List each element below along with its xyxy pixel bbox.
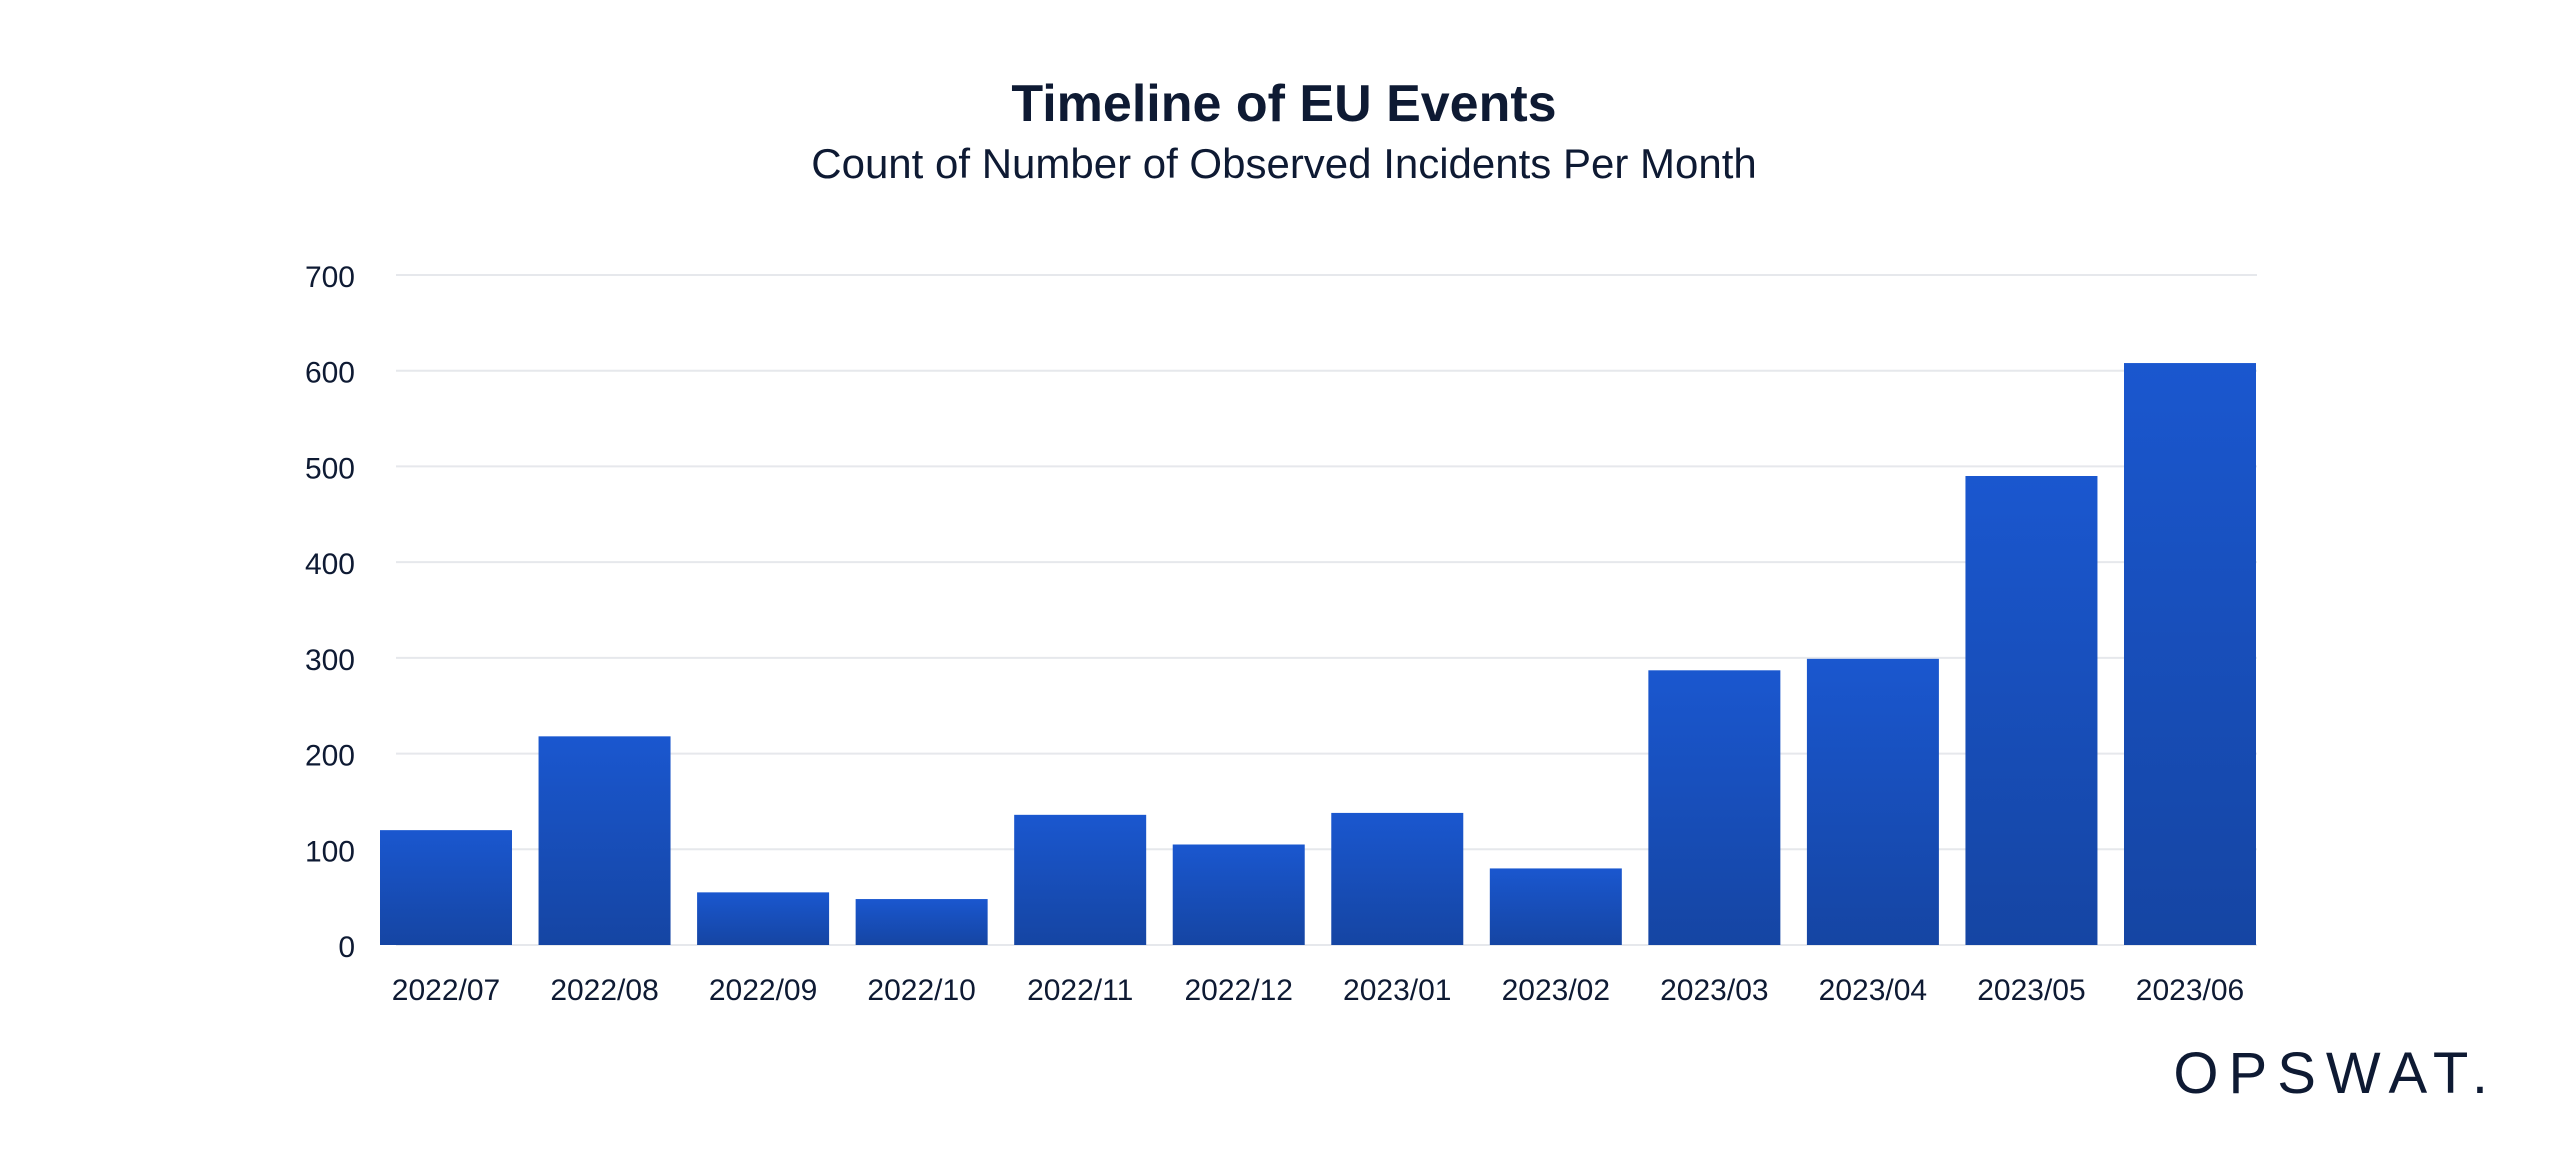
chart-title: Timeline of EU Events xyxy=(1011,75,1557,133)
x-tick-label: 2023/01 xyxy=(1343,974,1451,1007)
x-tick-label: 2022/09 xyxy=(709,974,817,1007)
opswat-logo: OPSWAT. xyxy=(2173,1041,2498,1106)
chart-subtitle: Count of Number of Observed Incidents Pe… xyxy=(811,140,1757,187)
x-tick-label: 2023/05 xyxy=(1977,974,2085,1007)
y-tick-label: 200 xyxy=(305,740,355,773)
x-tick-label: 2022/12 xyxy=(1185,974,1293,1007)
y-tick-label: 0 xyxy=(338,931,355,964)
bar-2023-03 xyxy=(1648,670,1781,945)
x-tick-label: 2022/10 xyxy=(867,974,975,1007)
bar-2022-12 xyxy=(1172,844,1305,945)
bar-2022-08 xyxy=(538,736,671,945)
y-tick-label: 600 xyxy=(305,357,355,390)
x-tick-label: 2023/03 xyxy=(1660,974,1768,1007)
bar-2023-04 xyxy=(1806,658,1939,945)
bar-2022-07 xyxy=(380,830,512,945)
y-tick-label: 700 xyxy=(305,261,355,294)
bar-2022-10 xyxy=(855,899,988,945)
bar-2022-09 xyxy=(697,892,830,945)
x-tick-label: 2023/04 xyxy=(1819,974,1927,1007)
x-tick-label: 2023/06 xyxy=(2136,974,2244,1007)
bar-2022-11 xyxy=(1014,814,1147,945)
bar-2023-02 xyxy=(1489,868,1622,945)
x-tick-label: 2022/07 xyxy=(392,974,500,1007)
x-tick-label: 2022/11 xyxy=(1027,974,1133,1007)
bar-2023-06 xyxy=(2124,363,2256,945)
x-tick-label: 2022/08 xyxy=(550,974,658,1007)
bar-2023-05 xyxy=(1965,476,2098,945)
y-tick-label: 400 xyxy=(305,548,355,581)
y-tick-label: 500 xyxy=(305,452,355,485)
y-tick-label: 300 xyxy=(305,644,355,677)
x-tick-label: 2023/02 xyxy=(1502,974,1610,1007)
bar-2023-01 xyxy=(1331,812,1464,945)
y-tick-label: 100 xyxy=(305,835,355,868)
